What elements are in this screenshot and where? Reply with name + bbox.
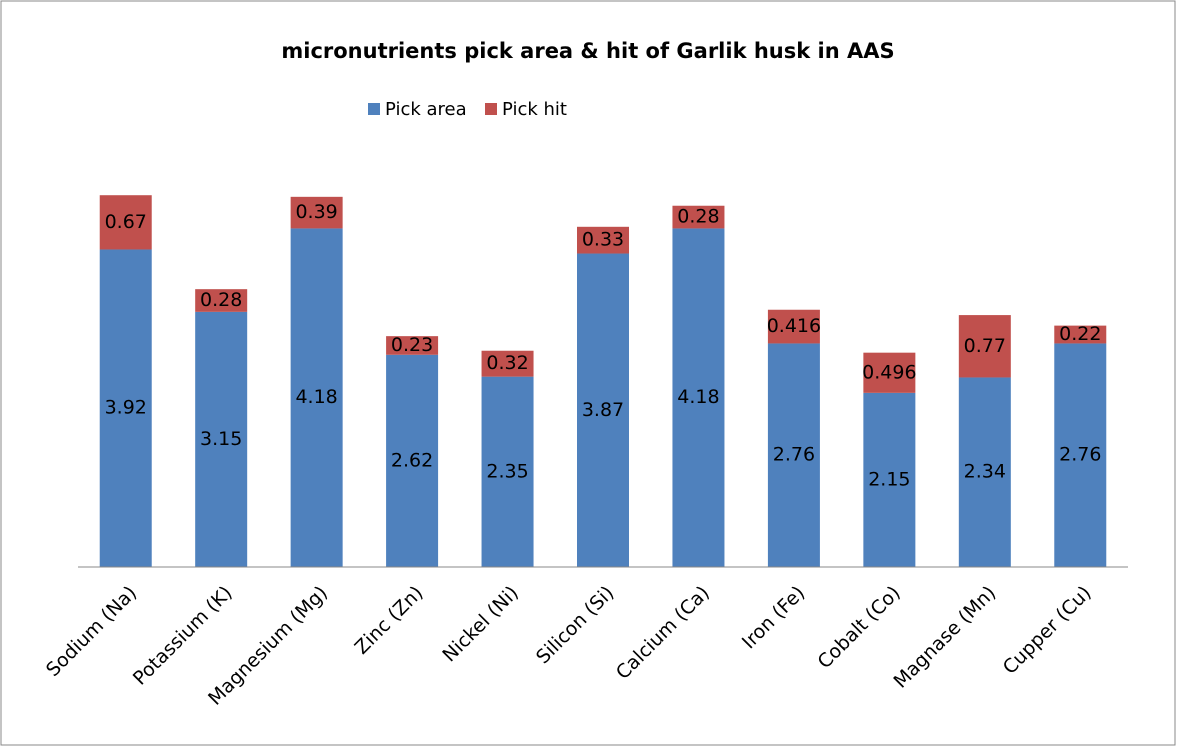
value-label: 0.33: [582, 229, 624, 251]
value-label: 0.67: [105, 211, 147, 233]
bar-segment: [99, 195, 152, 250]
value-label: 0.28: [677, 206, 719, 228]
bar-segment: [1054, 343, 1107, 567]
legend-label: Pick hit: [502, 99, 567, 120]
value-label: 0.496: [862, 361, 916, 383]
value-label: 0.39: [295, 201, 337, 223]
bar-segment: [1054, 325, 1107, 344]
bar-segment: [577, 226, 629, 254]
bar-segment: [386, 354, 439, 567]
bar-segment: [767, 343, 820, 567]
legend-swatch: [485, 103, 497, 115]
value-label: 0.28: [200, 289, 242, 311]
bar-segment: [958, 315, 1011, 378]
value-label: 4.18: [295, 386, 337, 408]
value-label: 2.62: [391, 449, 433, 471]
bar-segment: [767, 309, 820, 344]
bar-segment: [672, 228, 725, 568]
value-label: 0.32: [486, 352, 528, 374]
value-label: 0.416: [767, 315, 821, 337]
bar-segment: [481, 376, 534, 567]
bar-segment: [290, 196, 343, 229]
value-label: 2.34: [964, 461, 1006, 483]
value-label: 2.76: [773, 444, 815, 466]
bar-segment: [386, 336, 439, 355]
bar-segment: [958, 377, 1011, 567]
value-label: 2.15: [868, 468, 910, 490]
bar-segment: [863, 392, 916, 567]
chart-title: micronutrients pick area & hit of Garlik…: [281, 39, 894, 63]
bar-segment: [195, 311, 248, 567]
legend-swatch: [368, 103, 380, 115]
value-label: 2.35: [486, 460, 528, 482]
value-label: 0.22: [1059, 323, 1101, 345]
bar-segment: [195, 289, 248, 312]
bar-segment: [481, 350, 534, 377]
bar-segment: [290, 228, 343, 568]
value-label: 3.92: [105, 397, 147, 419]
bar-segment: [672, 205, 725, 229]
value-label: 0.77: [964, 335, 1006, 357]
bar-segment: [577, 253, 629, 567]
bar-segment: [99, 249, 152, 568]
value-label: 3.87: [582, 399, 624, 421]
legend-label: Pick area: [385, 99, 467, 120]
value-label: 3.15: [200, 428, 242, 450]
value-label: 4.18: [677, 386, 719, 408]
value-label: 2.76: [1059, 444, 1101, 466]
bar-segment: [863, 352, 916, 393]
value-label: 0.23: [391, 334, 433, 356]
